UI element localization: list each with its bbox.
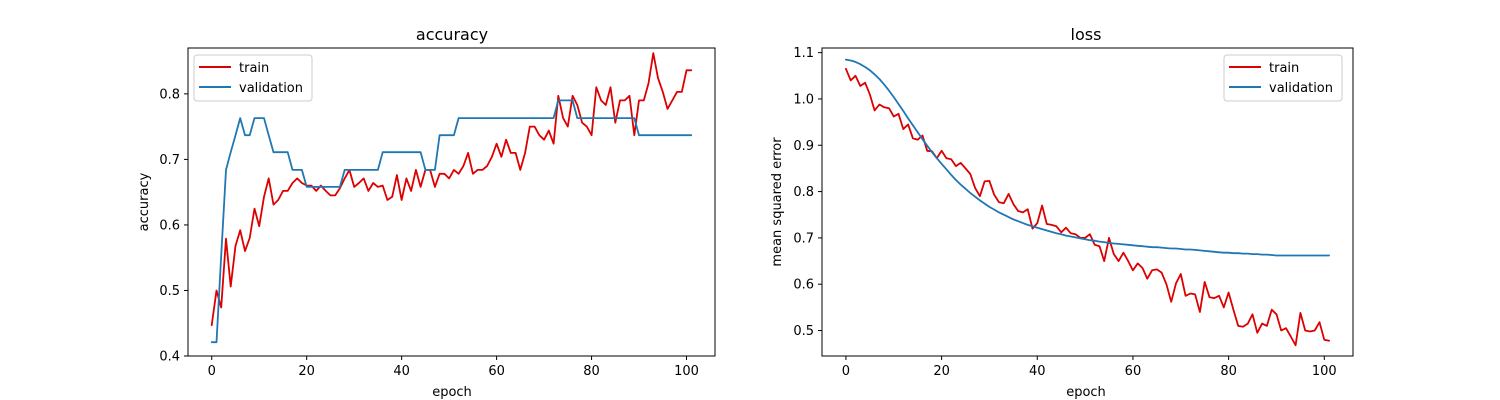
chart-title: accuracy <box>416 25 488 44</box>
y-tick-label: 0.8 <box>159 87 180 102</box>
x-tick-label: 20 <box>298 364 315 379</box>
chart-title: loss <box>1071 25 1102 44</box>
y-tick-label: 0.9 <box>793 139 814 154</box>
x-tick-label: 60 <box>488 364 505 379</box>
x-tick-label: 0 <box>842 364 850 379</box>
legend-train-label: train <box>239 61 269 76</box>
x-tick-label: 40 <box>1029 364 1046 379</box>
y-tick-label: 1.0 <box>793 92 814 107</box>
y-tick-label: 0.8 <box>793 185 814 200</box>
series-line-train <box>845 67 1330 347</box>
x-tick-label: 0 <box>208 364 216 379</box>
accuracy-chart: accuracy epoch accuracy 0 20 40 60 80 1000.40… <box>137 25 716 400</box>
legend-train-label: train <box>1269 61 1299 76</box>
series-line-train <box>210 52 693 327</box>
x-tick-label: 80 <box>1220 364 1237 379</box>
x-tick-label: 100 <box>674 364 699 379</box>
chart-legend: train validation <box>193 54 313 102</box>
y-tick-label: 0.5 <box>793 324 814 339</box>
plot-frame <box>187 47 716 357</box>
plot-frame <box>821 47 1354 357</box>
y-tick-label: 0.6 <box>793 278 814 293</box>
legend-validation-label: validation <box>1269 81 1333 96</box>
y-tick-label: 0.5 <box>159 284 180 299</box>
y-tick-label: 1.1 <box>793 46 814 61</box>
y-axis-label: mean squared error <box>770 137 785 267</box>
plot-marks: 0 20 40 60 80 100 0.4 0.5 0.6 0.7 0.8 <box>159 52 699 379</box>
series-line-validation <box>845 58 1330 257</box>
legend-validation-label: validation <box>239 81 303 96</box>
x-tick-label: 100 <box>1312 364 1337 379</box>
x-tick-label: 80 <box>583 364 600 379</box>
loss-chart: loss epoch mean squared error 0 20 40 60 80 1… <box>770 25 1354 400</box>
series-line-validation <box>210 99 693 344</box>
plot-marks: 0 20 40 60 80 100 0.5 0.6 0.7 0.8 0.9 1.0 1.1 <box>793 46 1336 379</box>
y-tick-label: 0.4 <box>159 350 180 365</box>
x-axis-label: epoch <box>432 385 472 400</box>
chart-legend: train validation <box>1223 54 1343 102</box>
x-axis-label: epoch <box>1066 385 1106 400</box>
y-axis-label: accuracy <box>137 172 152 231</box>
y-tick-label: 0.6 <box>159 218 180 233</box>
x-tick-label: 20 <box>933 364 950 379</box>
x-tick-label: 40 <box>393 364 410 379</box>
y-tick-label: 0.7 <box>159 153 180 168</box>
x-tick-label: 60 <box>1125 364 1142 379</box>
y-tick-label: 0.7 <box>793 231 814 246</box>
